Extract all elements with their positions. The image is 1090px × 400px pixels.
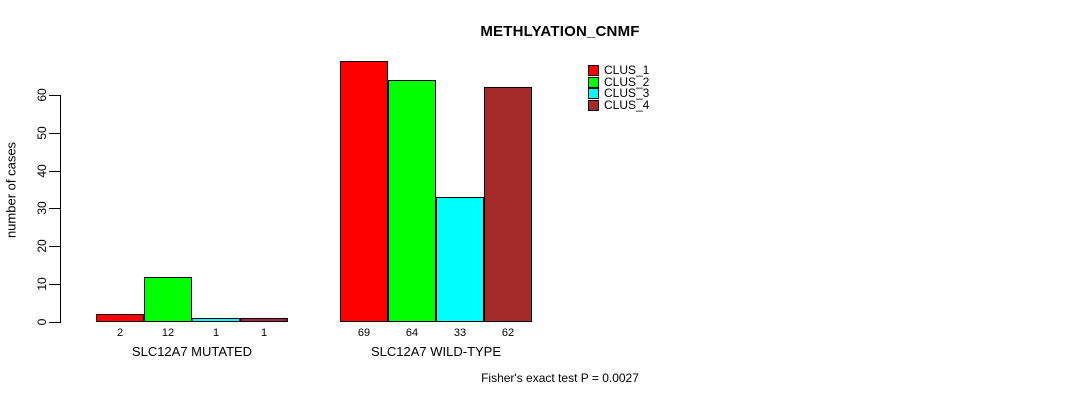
y-axis-title: number of cases [3, 141, 19, 239]
bar-value-label: 1 [212, 327, 220, 339]
y-tick-label: 10 [35, 277, 49, 291]
legend-label: CLUS_3 [604, 86, 650, 101]
y-tick-mark [49, 170, 60, 172]
bar-value-label: 12 [161, 327, 175, 339]
legend-swatch-clus_2 [588, 76, 599, 88]
y-tick-mark [49, 322, 60, 323]
y-tick-mark [49, 94, 60, 96]
bar-CLUS_4-slc12a7-mutated [240, 318, 288, 322]
y-tick-label: 20 [35, 239, 49, 253]
bar-value-label: 1 [260, 327, 268, 339]
y-tick-mark [49, 284, 60, 286]
bar-CLUS_1-slc12a7-wild-type [340, 60, 388, 322]
bar-CLUS_1-slc12a7-mutated [96, 314, 144, 322]
legend-label: CLUS_4 [604, 98, 650, 113]
legend-swatch-clus_3 [588, 88, 599, 100]
y-tick-label: 30 [35, 201, 49, 216]
legend-label: CLUS_1 [604, 63, 650, 77]
bar-value-label: 69 [357, 327, 371, 339]
bar-CLUS_4-slc12a7-wild-type [484, 87, 532, 322]
y-tick-label: 0 [35, 318, 49, 326]
plot-title: METHLYATION_CNMF [480, 23, 640, 40]
bar-CLUS_3-slc12a7-wild-type [436, 197, 484, 322]
bar-CLUS_2-slc12a7-mutated [144, 276, 192, 322]
y-tick-label: 50 [35, 125, 49, 140]
bar-CLUS_2-slc12a7-wild-type [388, 79, 436, 322]
stat-annotation: Fisher's exact test P = 0.0027 [481, 371, 639, 385]
legend-label: CLUS_2 [604, 74, 650, 89]
y-tick-label: 40 [35, 163, 49, 178]
y-tick-mark [49, 208, 60, 210]
x-category-label: SLC12A7 WILD-TYPE [370, 344, 502, 359]
x-category-label: SLC12A7 MUTATED [131, 344, 253, 359]
y-tick-mark [49, 246, 60, 248]
bar-value-label: 62 [501, 327, 515, 339]
y-tick-label: 60 [35, 88, 49, 102]
legend-swatch-clus_4 [588, 100, 599, 112]
bar-value-label: 33 [453, 327, 467, 339]
y-axis-line [60, 95, 61, 323]
y-tick-mark [49, 132, 60, 134]
legend-swatch-clus_1 [588, 65, 599, 76]
bar-value-label: 2 [116, 327, 124, 339]
bar-value-label: 64 [405, 327, 419, 339]
bar-CLUS_3-slc12a7-mutated [192, 318, 240, 322]
